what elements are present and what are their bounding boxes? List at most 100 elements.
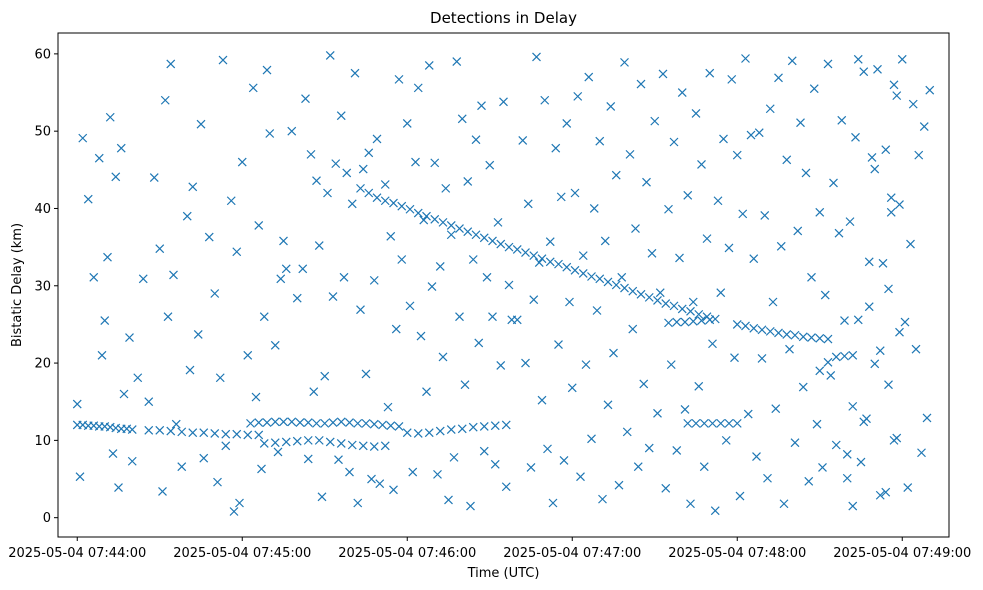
- data-point-marker: [886, 193, 896, 203]
- data-point-marker: [919, 122, 929, 131]
- data-point-marker: [573, 91, 583, 101]
- data-point-marker: [925, 85, 935, 95]
- data-point-marker: [628, 286, 638, 296]
- data-point-marker: [609, 348, 618, 358]
- data-point-marker: [325, 50, 335, 60]
- data-point-marker: [661, 483, 671, 493]
- data-point-marker: [639, 379, 649, 389]
- data-point-marker: [842, 449, 852, 459]
- data-point-marker: [460, 380, 470, 390]
- data-point-marker: [468, 422, 478, 432]
- y-tick-label: 30: [34, 279, 51, 294]
- data-point-marker: [870, 164, 880, 174]
- data-point-marker: [831, 352, 841, 362]
- data-point-marker: [727, 74, 737, 84]
- data-point-marker: [741, 321, 750, 331]
- data-point-marker: [675, 253, 684, 263]
- data-point-marker: [375, 479, 385, 489]
- data-point-marker: [782, 155, 792, 165]
- data-point-marker: [504, 242, 514, 252]
- data-point-marker: [116, 143, 126, 153]
- data-point-marker: [793, 226, 803, 236]
- data-point-marker: [169, 270, 178, 280]
- data-point-marker: [298, 264, 308, 274]
- data-point-marker: [578, 268, 588, 278]
- data-point-marker: [394, 74, 404, 84]
- data-point-marker: [424, 61, 434, 70]
- data-point-marker: [664, 204, 673, 214]
- data-point-marker: [732, 418, 742, 428]
- data-point-marker: [405, 204, 415, 214]
- y-tick-label: 40: [34, 202, 51, 217]
- data-point-marker: [873, 64, 882, 74]
- data-point-marker: [383, 402, 393, 412]
- data-point-marker: [614, 480, 624, 490]
- data-point-marker: [89, 272, 99, 282]
- data-point-marker: [763, 473, 772, 483]
- data-point-marker: [479, 233, 489, 243]
- data-point-marker: [391, 324, 401, 334]
- data-point-marker: [875, 490, 885, 500]
- data-point-marker: [749, 323, 759, 333]
- data-point-marker: [369, 419, 379, 429]
- data-point-marker: [279, 417, 288, 427]
- data-point-marker: [466, 501, 475, 511]
- data-point-marker: [232, 247, 242, 257]
- data-point-marker: [556, 192, 566, 202]
- data-point-marker: [213, 477, 222, 487]
- data-point-marker: [446, 230, 456, 240]
- data-point-marker: [427, 282, 437, 291]
- data-point-marker: [75, 472, 85, 482]
- data-point-marker: [724, 243, 734, 253]
- data-point-marker: [677, 88, 687, 97]
- data-point-marker: [177, 427, 187, 437]
- data-point-marker: [815, 333, 825, 343]
- data-point-marker: [155, 244, 165, 254]
- data-point-marker: [314, 435, 324, 445]
- data-point-marker: [435, 262, 445, 271]
- data-point-marker: [339, 272, 349, 282]
- data-point-marker: [823, 334, 833, 344]
- data-point-marker: [818, 463, 827, 472]
- data-point-marker: [331, 159, 341, 169]
- data-point-marker: [163, 312, 173, 322]
- data-point-marker: [210, 289, 220, 298]
- data-point-marker: [534, 258, 544, 268]
- data-point-marker: [504, 280, 514, 290]
- data-point-marker: [512, 315, 522, 325]
- data-point-marker: [653, 296, 662, 305]
- data-point-marker: [342, 168, 352, 178]
- data-point-marker: [364, 148, 374, 158]
- data-point-marker: [881, 145, 891, 155]
- data-point-marker: [281, 437, 291, 447]
- data-point-marker: [529, 251, 539, 261]
- data-point-marker: [840, 351, 849, 361]
- data-point-marker: [394, 422, 404, 431]
- data-point-marker: [796, 118, 805, 128]
- data-point-marker: [636, 79, 646, 89]
- data-point-marker: [702, 234, 712, 244]
- data-point-marker: [306, 149, 316, 159]
- data-point-marker: [309, 387, 319, 397]
- data-point-marker: [444, 495, 453, 505]
- data-point-marker: [457, 114, 467, 124]
- data-point-marker: [746, 130, 756, 140]
- data-point-marker: [732, 150, 742, 160]
- data-point-marker: [276, 274, 286, 284]
- data-point-marker: [724, 418, 734, 428]
- data-point-marker: [771, 404, 781, 414]
- data-point-marker: [262, 418, 272, 428]
- data-point-marker: [270, 417, 280, 427]
- data-point-marker: [287, 417, 297, 427]
- data-point-marker: [603, 400, 613, 410]
- data-point-marker: [911, 344, 921, 354]
- data-point-marker: [754, 128, 764, 138]
- data-point-marker: [254, 418, 264, 428]
- data-point-marker: [328, 418, 338, 428]
- x-axis: 2025-05-04 07:44:00 2025-05-04 07:45:00 20…: [8, 537, 971, 561]
- data-point-marker: [768, 297, 778, 307]
- data-point-marker: [694, 381, 704, 391]
- data-point-marker: [389, 485, 398, 495]
- data-point-marker: [765, 326, 775, 336]
- data-point-marker: [490, 459, 500, 469]
